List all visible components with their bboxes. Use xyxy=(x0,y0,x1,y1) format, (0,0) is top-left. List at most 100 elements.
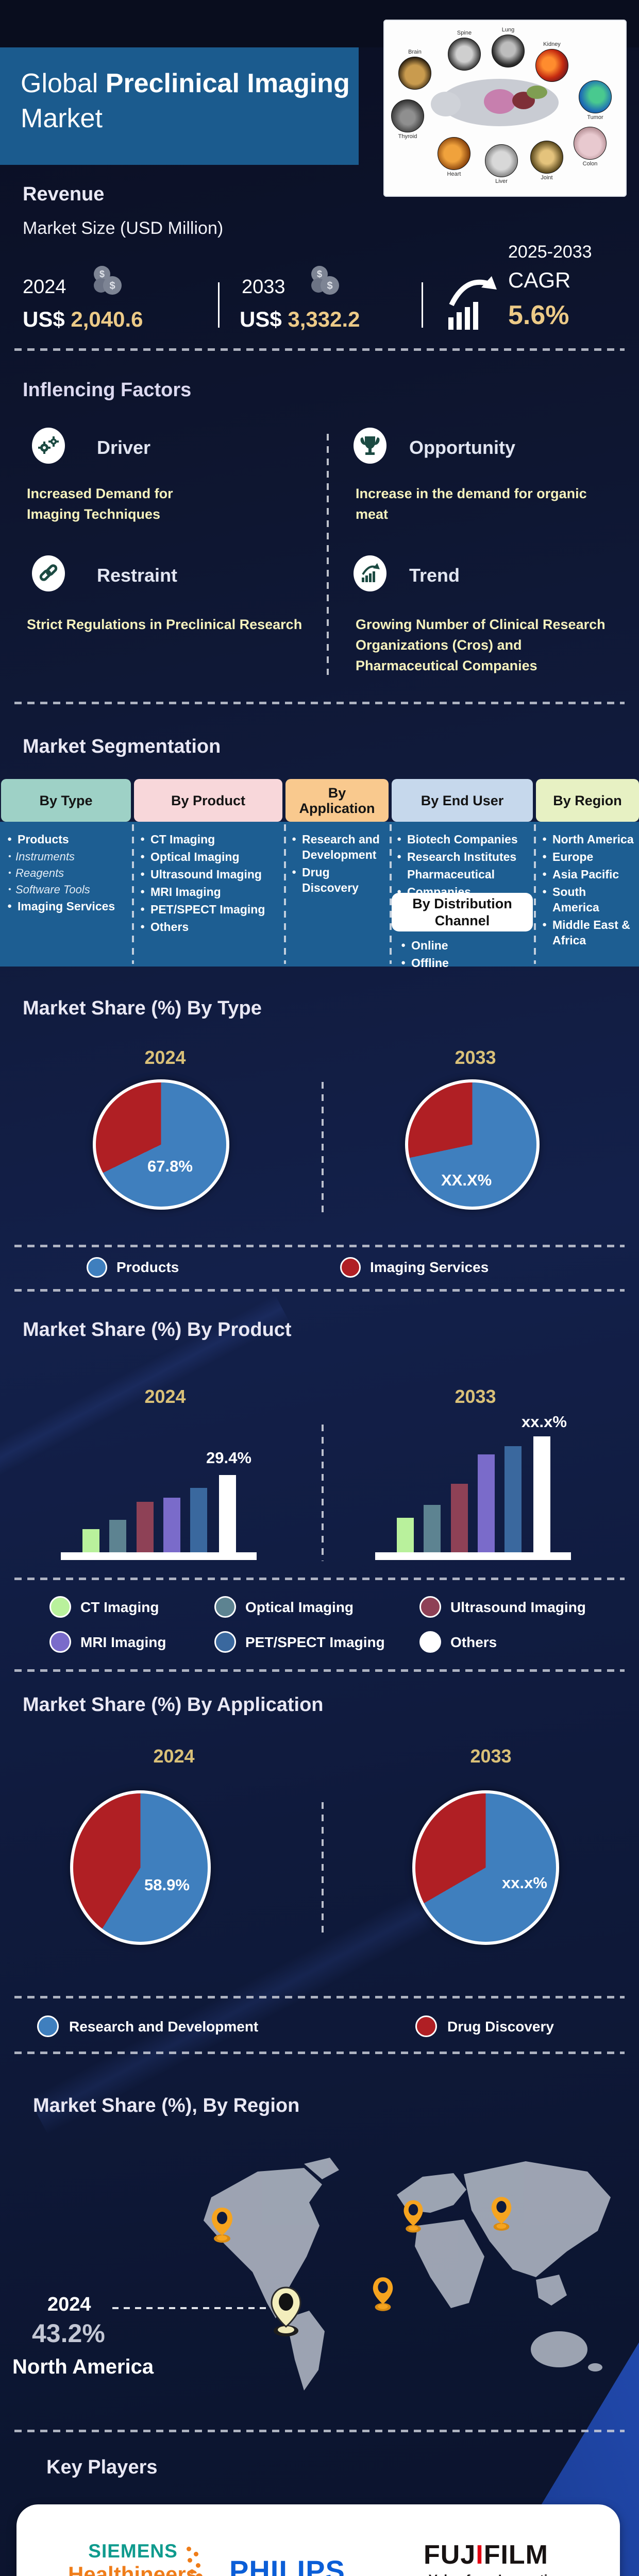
trend-icon-circle xyxy=(354,555,386,591)
segment-subitem: Software Tools xyxy=(7,882,129,897)
rat-organ-blob xyxy=(527,86,547,99)
key-players-heading: Key Players xyxy=(46,2456,158,2478)
organ-label: Joint xyxy=(541,175,553,181)
legend-dot-mri xyxy=(49,1631,71,1653)
legend-label-pet-spect: PET/SPECT Imaging xyxy=(245,1634,385,1650)
pie-chart-type-2024: 67.8% xyxy=(93,1079,229,1210)
bar-optical-imaging xyxy=(424,1505,441,1552)
segment-item: Middle East & Africa xyxy=(542,917,635,948)
segment-item: CT Imaging xyxy=(140,832,279,847)
legend-label-mri: MRI Imaging xyxy=(80,1634,166,1650)
segment-item: Research and Development xyxy=(292,832,382,862)
bar-ultrasound-imaging xyxy=(451,1484,468,1552)
legend-label-imaging-services: Imaging Services xyxy=(370,1259,489,1275)
chain-icon xyxy=(39,564,58,581)
colon-scan-icon xyxy=(574,127,607,160)
bar-chart-product-2024 xyxy=(61,1422,257,1560)
siemens-dots-icon xyxy=(187,2547,191,2551)
legend-label-others: Others xyxy=(450,1634,497,1650)
segment-item: Online xyxy=(401,938,525,953)
svg-text:$: $ xyxy=(317,269,322,279)
siemens-healthineers-logo: SIEMENS Healthineers xyxy=(68,2540,198,2576)
driver-icon-circle xyxy=(32,428,65,464)
organ-label: Brain xyxy=(408,49,422,55)
fujifilm-tagline: Value from Innovation xyxy=(429,2572,563,2576)
year-2033-label: 2033 xyxy=(242,276,285,298)
gears-icon xyxy=(38,436,59,454)
bar-ct-imaging xyxy=(82,1529,99,1552)
segment-item: Ultrasound Imaging xyxy=(140,867,279,882)
region-callout-region: North America xyxy=(12,2355,154,2378)
share-by-application-heading: Market Share (%) By Application xyxy=(23,1694,324,1716)
svg-text:$: $ xyxy=(109,280,115,292)
opportunity-desc: Increase in the demand for organic meat xyxy=(356,486,587,522)
restraint-desc: Strict Regulations in Preclinical Resear… xyxy=(27,617,302,632)
bar-ct-imaging xyxy=(397,1518,414,1552)
rat-head xyxy=(431,92,461,116)
legend-divider xyxy=(14,1245,625,1247)
cagr-value: 5.6% xyxy=(508,300,569,330)
organ-label: Spine xyxy=(457,30,472,36)
segment-header-by-region: By Region xyxy=(536,779,639,822)
segment-item: MRI Imaging xyxy=(140,884,279,900)
bar-pet-spect-imaging xyxy=(505,1446,522,1552)
segment-item: Drug Discovery xyxy=(292,865,382,895)
lung-scan-icon xyxy=(492,35,525,67)
bar-optical-imaging xyxy=(109,1520,126,1552)
page-title: Global Preclinical Imaging Market xyxy=(0,47,359,165)
revenue-divider xyxy=(218,282,220,328)
currency-2033: US$ xyxy=(240,307,282,331)
restraint-title: Restraint xyxy=(97,565,178,586)
legend-label-drug-discovery: Drug Discovery xyxy=(447,2019,554,2035)
type-2033-label: 2033 xyxy=(455,1047,496,1068)
segment-column-divider xyxy=(284,824,286,964)
segment-subitem: Instruments xyxy=(7,849,129,865)
legend-dot-optical xyxy=(214,1596,236,1618)
pie-chart-type-2033: XX.X% xyxy=(405,1079,540,1210)
pie-label-2024: 67.8% xyxy=(147,1157,193,1175)
tumor-scan-icon xyxy=(579,80,612,113)
segment-item: Biotech Companies xyxy=(397,832,530,847)
segment-header-by-application: By Application xyxy=(285,779,389,822)
influencing-factors-heading: Inflencing Factors xyxy=(23,379,192,401)
spine-scan-icon xyxy=(448,38,481,71)
product-2033-label: 2033 xyxy=(455,1386,496,1407)
siemens-healthineers-logo-text: SIEMENS xyxy=(88,2540,178,2562)
organ-item: Brain xyxy=(395,48,435,90)
organ-label: Liver xyxy=(495,178,508,184)
segment-item: Europe xyxy=(542,849,635,865)
segment-item: Optical Imaging xyxy=(140,849,279,865)
growth-arrow-icon xyxy=(448,276,497,330)
driver-desc: Increased Demand for Imaging Techniques xyxy=(27,486,173,522)
bar-mri-imaging xyxy=(478,1454,495,1552)
share-by-product-heading: Market Share (%) By Product xyxy=(23,1319,292,1341)
segment-header-label: By Region xyxy=(553,792,622,808)
siemens-healthineers-logo-text: Healthineers xyxy=(68,2562,198,2576)
section-divider xyxy=(14,702,625,704)
legend-divider xyxy=(14,1669,625,1672)
organ-item: Lung xyxy=(488,26,528,67)
distribution-channel-box: By Distribution Channel xyxy=(392,893,533,931)
segment-column-divider xyxy=(390,824,392,964)
joint-scan-icon xyxy=(530,141,563,174)
type-2024-label: 2024 xyxy=(144,1047,186,1068)
svg-text:$: $ xyxy=(99,269,105,279)
opportunity-title: Opportunity xyxy=(409,437,515,458)
organ-item: Colon xyxy=(570,127,610,168)
legend-divider xyxy=(14,1996,625,1998)
organ-label: Thyroid xyxy=(398,133,417,140)
segment-header-by-type: By Type xyxy=(1,779,131,822)
opportunity-icon-circle xyxy=(354,428,386,464)
map-pin-middle-east-africa xyxy=(373,2277,393,2311)
legend-label-products: Products xyxy=(116,1259,179,1275)
organ-item: Thyroid xyxy=(388,99,428,141)
bar-mri-imaging xyxy=(163,1498,180,1552)
bar-chart-base xyxy=(61,1552,257,1560)
cagr-label: CAGR xyxy=(508,268,571,292)
title-part-regular: Market xyxy=(21,104,103,133)
title-part-regular: Global xyxy=(21,69,98,98)
cagr-period: 2025-2033 xyxy=(508,242,592,262)
legend-dot-drug-discovery xyxy=(415,2015,437,2037)
kidney-scan-icon xyxy=(535,49,568,82)
